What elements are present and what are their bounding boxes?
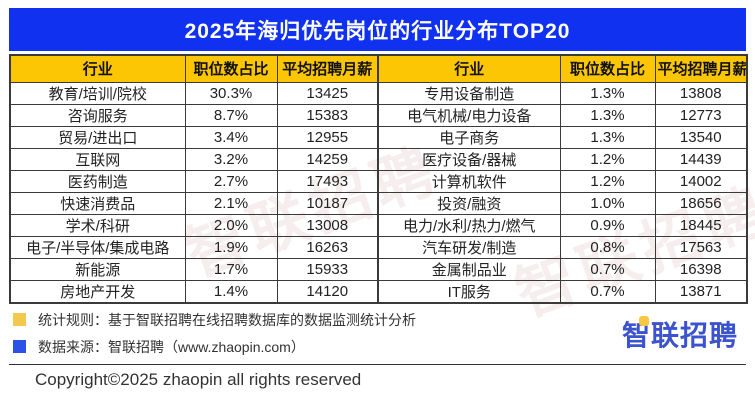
header-row: 行业 职位数占比 平均招聘月薪 行业 职位数占比 平均招聘月薪	[9, 54, 748, 83]
blue-square-icon	[13, 340, 26, 353]
cell-industry-left: 贸易/进出口	[9, 125, 186, 149]
data-source-text: 数据来源：智联招聘（www.zhaopin.com）	[38, 338, 305, 355]
cell-salary-right: 13871	[654, 279, 748, 303]
cell-ratio-right: 1.3%	[559, 125, 656, 149]
cell-salary-left: 12955	[276, 125, 379, 149]
cell-salary-left: 13425	[276, 81, 379, 105]
industry-table: 行业 职位数占比 平均招聘月薪 行业 职位数占比 平均招聘月薪 教育/培训/院校…	[9, 54, 748, 304]
cell-salary-right: 18656	[654, 191, 748, 215]
table-section: 智联招聘 智联招聘 行业 职位数占比 平均招聘月薪 行业 职位数占比 平均招聘月…	[9, 54, 755, 329]
cell-salary-right: 17563	[654, 235, 748, 259]
cell-ratio-right: 0.8%	[559, 235, 656, 259]
cell-ratio-right: 1.0%	[559, 191, 656, 215]
cell-salary-left: 14259	[276, 147, 379, 171]
cell-salary-left: 14120	[276, 279, 379, 303]
table-row: 电子/半导体/集成电路 1.9% 16263 汽车研发/制造 0.8% 17563	[9, 235, 748, 259]
cell-industry-left: 医药制造	[9, 169, 186, 193]
header-industry-left: 行业	[9, 54, 186, 83]
table-row: 新能源 1.7% 15933 金属制品业 0.7% 16398	[9, 257, 748, 281]
statistics-rule-text: 统计规则：基于智联招聘在线招聘数据库的数据监测统计分析	[38, 311, 416, 328]
cell-ratio-left: 2.1%	[184, 191, 278, 215]
cell-industry-right: 电气机械/电力设备	[377, 103, 561, 127]
cell-ratio-left: 8.7%	[184, 103, 278, 127]
yellow-square-icon	[13, 313, 26, 326]
header-salary-left: 平均招聘月薪	[276, 54, 379, 83]
cell-industry-left: 电子/半导体/集成电路	[9, 235, 186, 259]
cell-ratio-left: 3.2%	[184, 147, 278, 171]
cell-ratio-right: 0.9%	[559, 213, 656, 237]
table-row: 贸易/进出口 3.4% 12955 电子商务 1.3% 13540	[9, 125, 748, 149]
cell-ratio-left: 3.4%	[184, 125, 278, 149]
legend-statistics-rule-row: 统计规则：基于智联招聘在线招聘数据库的数据监测统计分析	[13, 310, 746, 330]
cell-salary-left: 17493	[276, 169, 379, 193]
copyright-text: Copyright©2025 zhaopin all rights reserv…	[35, 369, 362, 389]
cell-ratio-right: 0.7%	[559, 257, 656, 281]
cell-industry-right: 汽车研发/制造	[377, 235, 561, 259]
header-ratio-left: 职位数占比	[184, 54, 278, 83]
cell-ratio-right: 1.3%	[559, 81, 656, 105]
cell-industry-left: 互联网	[9, 147, 186, 171]
cell-salary-left: 15383	[276, 103, 379, 127]
cell-salary-right: 18445	[654, 213, 748, 237]
logo-yellow-dot-icon	[638, 315, 649, 326]
cell-salary-left: 15933	[276, 257, 379, 281]
cell-ratio-right: 0.7%	[559, 279, 656, 303]
cell-salary-right: 16398	[654, 257, 748, 281]
cell-salary-left: 16263	[276, 235, 379, 259]
cell-salary-right: 13808	[654, 81, 748, 105]
cell-ratio-right: 1.3%	[559, 103, 656, 127]
cell-industry-left: 咨询服务	[9, 103, 186, 127]
cell-ratio-right: 1.2%	[559, 147, 656, 171]
legend-data-source-row: 数据来源：智联招聘（www.zhaopin.com）	[13, 337, 746, 357]
cell-salary-right: 13540	[654, 125, 748, 149]
header-ratio-right: 职位数占比	[559, 54, 656, 83]
cell-industry-right: 计算机软件	[377, 169, 561, 193]
header-salary-right: 平均招聘月薪	[654, 54, 748, 83]
table-row: 互联网 3.2% 14259 医疗设备/器械 1.2% 14439	[9, 147, 748, 171]
cell-salary-left: 10187	[276, 191, 379, 215]
cell-salary-right: 14439	[654, 147, 748, 171]
header-industry-right: 行业	[377, 54, 561, 83]
table-row: 咨询服务 8.7% 15383 电气机械/电力设备 1.3% 12773	[9, 103, 748, 127]
cell-salary-right: 12773	[654, 103, 748, 127]
table-row: 学术/科研 2.0% 13008 电力/水利/热力/燃气 0.9% 18445	[9, 213, 748, 237]
cell-ratio-left: 2.0%	[184, 213, 278, 237]
title-bar: 2025年海归优先岗位的行业分布TOP20	[9, 8, 746, 51]
table-row: 医药制造 2.7% 17493 计算机软件 1.2% 14002	[9, 169, 748, 193]
cell-ratio-left: 1.7%	[184, 257, 278, 281]
cell-industry-right: 投资/融资	[377, 191, 561, 215]
cell-ratio-left: 30.3%	[184, 81, 278, 105]
table-row: 教育/培训/院校 30.3% 13425 专用设备制造 1.3% 13808	[9, 81, 748, 105]
footer: 统计规则：基于智联招聘在线招聘数据库的数据监测统计分析 数据来源：智联招聘（ww…	[9, 310, 746, 390]
cell-industry-right: 医疗设备/器械	[377, 147, 561, 171]
cell-industry-right: 电力/水利/热力/燃气	[377, 213, 561, 237]
cell-industry-left: 快速消费品	[9, 191, 186, 215]
cell-industry-right: 电子商务	[377, 125, 561, 149]
cell-ratio-left: 1.9%	[184, 235, 278, 259]
cell-salary-left: 13008	[276, 213, 379, 237]
cell-industry-left: 新能源	[9, 257, 186, 281]
cell-industry-left: 教育/培训/院校	[9, 81, 186, 105]
cell-industry-left: 学术/科研	[9, 213, 186, 237]
page-title: 2025年海归优先岗位的行业分布TOP20	[184, 19, 571, 43]
zhaopin-logo: 智联招聘	[622, 314, 738, 354]
cell-industry-left: 房地产开发	[9, 279, 186, 303]
cell-industry-right: 金属制品业	[377, 257, 561, 281]
cell-salary-right: 14002	[654, 169, 748, 193]
cell-industry-right: IT服务	[377, 279, 561, 303]
table-row: 房地产开发 1.4% 14120 IT服务 0.7% 13871	[9, 279, 748, 303]
cell-ratio-left: 2.7%	[184, 169, 278, 193]
cell-industry-right: 专用设备制造	[377, 81, 561, 105]
cell-ratio-left: 1.4%	[184, 279, 278, 303]
cell-ratio-right: 1.2%	[559, 169, 656, 193]
table-row: 快速消费品 2.1% 10187 投资/融资 1.0% 18656	[9, 191, 748, 215]
divider-line	[9, 363, 746, 365]
